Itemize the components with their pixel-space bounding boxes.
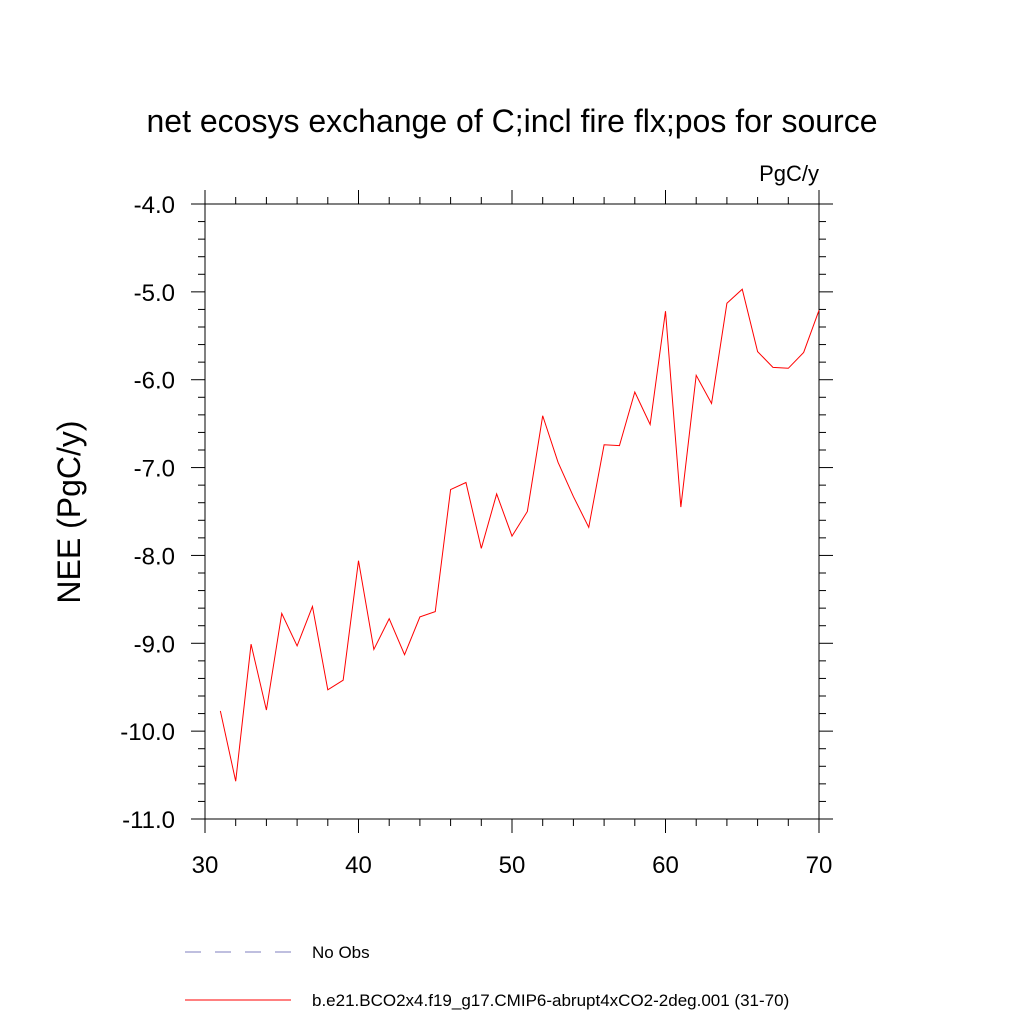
data-point [604,444,605,445]
data-point [542,415,543,416]
data-point [312,606,313,607]
data-point [281,613,282,614]
data-point [819,310,820,311]
data-point [619,445,620,446]
legend-label-model: b.e21.BCO2x4.f19_g17.CMIP6-abrupt4xCO2-2… [312,991,789,1010]
data-point [481,548,482,549]
data-point [358,560,359,561]
data-point [465,482,466,483]
data-point [527,511,528,512]
data-point [419,616,420,617]
data-point [496,493,497,494]
data-point [235,781,236,782]
data-point [788,368,789,369]
y-axis-label: NEE (PgC/y) [51,420,87,603]
y-ticks: -4.0 -5.0 -6.0 -7.0 -8.0 -9.0 -10.0 -11.0 [120,192,833,834]
data-point [680,507,681,508]
series-line-1 [219,288,820,782]
data-point [696,375,697,376]
data-point [726,303,727,304]
plot-frame [204,203,820,820]
data-point [450,489,451,490]
y-tick-label: -10.0 [120,719,175,746]
data-point [772,367,773,368]
data-point [711,403,712,404]
x-tick-label: 60 [652,852,679,879]
x-tick-label: 50 [499,852,526,879]
data-point [558,462,559,463]
data-point [343,680,344,681]
data-point [665,311,666,312]
y-tick-label: -5.0 [134,280,175,307]
series-layer [219,288,820,782]
x-ticks: 30 40 50 60 70 [192,190,833,879]
data-point [634,392,635,393]
y-tick-label: -9.0 [134,631,175,658]
y-tick-label: -8.0 [134,543,175,570]
data-point [757,351,758,352]
data-point [251,644,252,645]
data-point [266,710,267,711]
data-point [220,710,221,711]
y-tick-label: -6.0 [134,368,175,395]
x-tick-label: 70 [806,852,833,879]
chart-title: net ecosys exchange of C;incl fire flx;p… [146,103,877,139]
data-point [573,496,574,497]
y-tick-label: -7.0 [134,456,175,483]
data-point [297,645,298,646]
x-tick-label: 40 [345,852,372,879]
data-point [742,289,743,290]
data-point [404,654,405,655]
x-tick-label: 30 [192,852,219,879]
data-point [588,527,589,528]
y-tick-label: -4.0 [134,192,175,219]
data-point [803,352,804,353]
data-point [650,424,651,425]
legend: No Obs b.e21.BCO2x4.f19_g17.CMIP6-abrupt… [185,943,789,1010]
data-point [435,611,436,612]
legend-label-no-obs: No Obs [312,943,370,962]
y-tick-label: -11.0 [122,807,175,834]
data-point [373,649,374,650]
units-label: PgC/y [759,161,819,186]
data-point [389,618,390,619]
data-point [327,689,328,690]
data-point [512,536,513,537]
